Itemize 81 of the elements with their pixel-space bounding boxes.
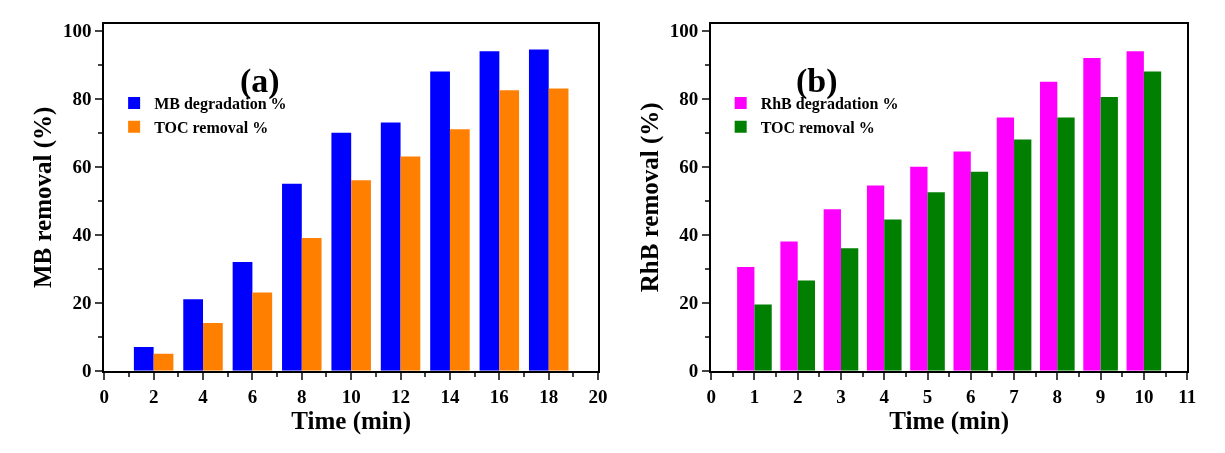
x-tick-label: 20: [588, 385, 608, 407]
bar: [780, 241, 798, 371]
bar: [183, 299, 204, 371]
y-tick-label: 20: [679, 292, 699, 314]
bar: [252, 292, 273, 371]
bar: [970, 171, 989, 371]
y-tick-label: 60: [72, 156, 92, 178]
y-axis-title: RhB removal (%): [636, 102, 665, 293]
bar: [866, 185, 885, 371]
y-tick-label: 100: [669, 20, 699, 42]
x-tick-label: 16: [489, 385, 509, 407]
bar: [737, 267, 755, 371]
x-tick-label: 5: [922, 385, 933, 407]
y-tick-label: 80: [679, 88, 699, 110]
bar: [282, 183, 302, 371]
x-tick-label: 3: [836, 385, 846, 407]
x-tick-label: 2: [148, 385, 159, 407]
bar: [754, 304, 772, 371]
y-tick-label: 40: [72, 224, 92, 246]
x-tick-label: 14: [440, 385, 460, 407]
bar: [823, 209, 841, 371]
bar: [797, 280, 815, 371]
bar: [380, 122, 401, 371]
bar: [910, 166, 928, 371]
x-tick-label: 8: [1052, 385, 1063, 407]
bar: [331, 132, 352, 371]
y-tick-label: 40: [679, 224, 699, 246]
text: (b): [796, 62, 838, 100]
bar: [953, 151, 971, 371]
x-tick-label: 12: [391, 385, 411, 407]
bar: [133, 346, 154, 371]
bar: [1100, 97, 1118, 371]
y-tick-label: 80: [72, 88, 92, 110]
y-tick-label: 100: [62, 20, 92, 42]
x-tick-label: 4: [198, 385, 209, 407]
bar: [430, 71, 450, 371]
x-tick-label: 6: [966, 385, 976, 407]
x-tick-label: 0: [706, 385, 716, 407]
x-tick-label: 10: [341, 385, 361, 407]
x-tick-label: 10: [1134, 385, 1154, 407]
x-tick-label: 6: [247, 385, 258, 407]
text: (a): [240, 62, 280, 100]
x-tick-label: 9: [1095, 385, 1106, 407]
bar: [301, 238, 322, 371]
x-axis-title: Time (min): [291, 407, 412, 435]
y-axis-title: MB removal (%): [29, 106, 58, 289]
bar: [203, 323, 223, 371]
bar: [1040, 81, 1058, 371]
bar: [232, 261, 253, 371]
y-tick-label: 60: [679, 156, 699, 178]
x-axis-title: Time (min): [889, 407, 1009, 435]
x-tick-label: 7: [1009, 385, 1020, 407]
x-tick-label: 4: [879, 385, 890, 407]
bar: [499, 90, 520, 371]
bar: [1014, 139, 1032, 371]
y-tick-label: 20: [72, 292, 92, 314]
bar: [153, 353, 174, 371]
bar: [528, 49, 549, 371]
x-tick-label: 2: [792, 385, 803, 407]
x-tick-label: 0: [99, 385, 109, 407]
bar: [996, 117, 1015, 371]
bar: [927, 192, 945, 371]
bar: [479, 51, 500, 371]
bar: [1083, 57, 1101, 371]
x-tick-label: 18: [539, 385, 559, 407]
bar: [840, 248, 859, 371]
bar: [1126, 51, 1144, 371]
x-tick-label: 1: [749, 385, 760, 407]
x-tick-label: 11: [1178, 385, 1197, 407]
bar: [884, 219, 902, 371]
legend-label: TOC removal %: [760, 118, 875, 136]
legend-label: TOC removal %: [154, 118, 269, 136]
y-tick-label: 0: [81, 360, 92, 382]
bar: [548, 88, 569, 371]
bar: [449, 129, 470, 371]
x-tick-label: 8: [297, 385, 307, 407]
bar: [400, 156, 421, 371]
bar: [1057, 117, 1075, 371]
bar: [1143, 71, 1162, 371]
y-tick-label: 0: [688, 360, 699, 382]
bar: [351, 180, 371, 371]
